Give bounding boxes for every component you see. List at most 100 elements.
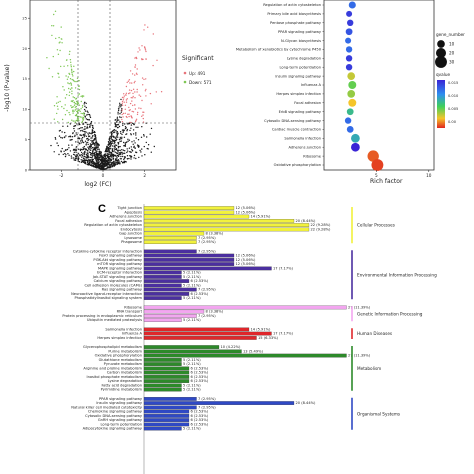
- volcano-point: [79, 130, 82, 132]
- volcano-point: [95, 160, 98, 162]
- volcano-point: [90, 137, 92, 139]
- volcano-point: [113, 150, 115, 152]
- bar-category-label: Influenza A: [122, 332, 143, 336]
- volcano-point: [128, 113, 130, 115]
- volcano-point: [82, 123, 85, 125]
- volcano-point: [66, 94, 68, 96]
- volcano-point: [105, 150, 108, 152]
- volcano-point: [125, 85, 128, 88]
- volcano-point: [57, 121, 59, 123]
- bar: [143, 275, 182, 279]
- bar-category-label: Herpes simplex infection: [97, 336, 142, 340]
- volcano-point: [110, 147, 112, 150]
- bubble-frame: [323, 0, 435, 171]
- volcano-point: [55, 102, 58, 104]
- group-name-label: Organismal Systems: [357, 411, 400, 416]
- volcano-point: [90, 161, 93, 164]
- bar-category-label: Apoptosis: [124, 210, 142, 214]
- bar-value-label: 6 (2.53%): [191, 279, 209, 283]
- volcano-point: [65, 154, 67, 156]
- volcano-point: [119, 131, 122, 133]
- volcano-point: [91, 130, 94, 132]
- volcano-point: [90, 147, 92, 149]
- volcano-point: [93, 164, 95, 166]
- volcano-point: [81, 156, 83, 158]
- volcano-point: [76, 120, 79, 122]
- volcano-point: [123, 101, 125, 103]
- volcano-point: [64, 97, 67, 99]
- volcano-point: [129, 82, 131, 84]
- volcano-point: [121, 136, 123, 138]
- volcano-point: [109, 145, 111, 148]
- volcano-legend-down: Down: 571: [183, 80, 212, 85]
- volcano-point: [73, 125, 75, 128]
- volcano-point: [99, 150, 101, 152]
- volcano-point: [119, 138, 122, 140]
- volcano-point: [123, 157, 126, 159]
- volcano-point: [112, 150, 114, 153]
- volcano-point: [95, 139, 97, 141]
- volcano-point: [130, 146, 132, 148]
- volcano-point: [90, 124, 92, 126]
- bar-value-label: 5 (2.11%): [183, 427, 201, 431]
- volcano-point: [51, 34, 53, 37]
- volcano-y-tick-label: 15: [22, 77, 27, 81]
- volcano-point: [121, 118, 123, 121]
- bar-value-label: 13 (5.49%): [243, 349, 264, 353]
- bubble-x-tick-label: 10: [426, 173, 432, 178]
- volcano-point: [116, 118, 119, 120]
- kegg-classification-chart: C Tight junction 12 (5.06%) Apoptosis 12 (5…: [62, 203, 437, 474]
- volcano-point: [137, 111, 139, 114]
- volcano-point: [87, 150, 89, 152]
- volcano-point: [54, 137, 56, 139]
- volcano-point: [120, 98, 122, 101]
- volcano-point: [61, 147, 63, 150]
- volcano-point: [68, 72, 70, 75]
- volcano-point: [87, 139, 89, 142]
- bar-category-label: ECM-receptor interaction: [97, 271, 142, 275]
- volcano-point: [145, 141, 147, 144]
- volcano-point: [46, 57, 48, 59]
- volcano-point: [97, 164, 99, 166]
- bar: [143, 314, 197, 318]
- bar-category-label: Calcium signaling pathway: [94, 279, 143, 283]
- bubble-category-label: Insulin signaling pathway: [275, 74, 322, 78]
- volcano-point: [54, 10, 57, 12]
- volcano-point: [83, 113, 85, 115]
- volcano-point: [109, 153, 111, 156]
- volcano-point: [99, 167, 101, 170]
- volcano-point: [105, 157, 107, 160]
- volcano-point: [87, 111, 89, 114]
- volcano-point: [69, 59, 72, 61]
- volcano-point: [51, 25, 53, 27]
- bar: [143, 214, 250, 219]
- volcano-point: [122, 123, 124, 125]
- bar-category-label: Inositol phosphate metabolism: [87, 375, 143, 379]
- volcano-point: [97, 154, 100, 156]
- volcano-point: [66, 148, 69, 151]
- volcano-point: [113, 143, 115, 145]
- volcano-point: [48, 67, 50, 70]
- volcano-point: [71, 119, 73, 121]
- volcano-point: [134, 104, 136, 106]
- volcano-point: [80, 154, 82, 156]
- volcano-point: [114, 142, 116, 144]
- volcano-point: [116, 116, 119, 119]
- volcano-points: [46, 10, 163, 171]
- volcano-point: [92, 151, 94, 153]
- volcano-point: [78, 109, 81, 111]
- volcano-point: [120, 116, 122, 119]
- volcano-legend-up: Up: 491: [183, 71, 206, 76]
- volcano-point: [118, 160, 120, 162]
- bar-category-label: Cytosolic DNA-sensing pathway: [85, 414, 143, 418]
- bar-value-label: 15 (6.33%): [258, 336, 279, 340]
- volcano-point: [112, 156, 115, 158]
- bar: [143, 387, 182, 392]
- volcano-point: [91, 137, 93, 139]
- size-legend-label: 30: [449, 60, 455, 65]
- volcano-point: [152, 64, 154, 67]
- volcano-point: [138, 47, 140, 49]
- volcano-point: [79, 116, 82, 118]
- volcano-point: [101, 157, 103, 160]
- volcano-point: [117, 124, 120, 126]
